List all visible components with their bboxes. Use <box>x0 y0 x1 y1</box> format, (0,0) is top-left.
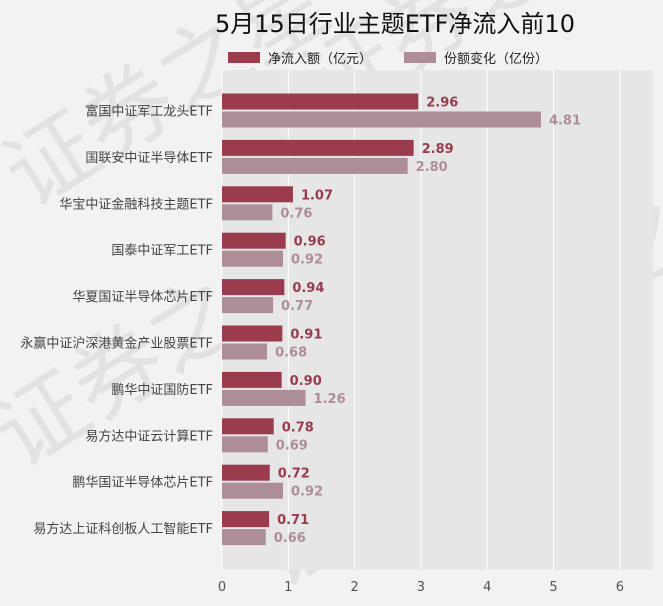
bar-net-inflow <box>222 418 274 435</box>
data-label: 0.94 <box>292 281 324 296</box>
category-label: 易方达上证科创板人工智能ETF <box>33 521 213 537</box>
bar-net-inflow <box>222 511 270 528</box>
legend-label-share-change: 份额变化（亿份） <box>444 51 548 67</box>
x-tick-label: 6 <box>616 580 624 595</box>
category-label: 鹏华中证国防ETF <box>111 382 213 398</box>
data-label: 0.68 <box>275 346 307 361</box>
category-label: 鹏华国证半导体芯片ETF <box>72 476 213 491</box>
data-label: 0.91 <box>290 328 322 343</box>
data-label: 0.78 <box>282 420 314 435</box>
legend-swatch-net-inflow <box>228 52 260 63</box>
chart-title: 5月15日行业主题ETF净流入前10 <box>215 10 575 38</box>
bar-net-inflow <box>222 325 283 342</box>
bar-share-change <box>222 157 408 174</box>
bars <box>222 93 541 546</box>
data-label: 0.72 <box>278 467 310 482</box>
data-label: 0.69 <box>276 438 308 453</box>
data-label: 0.71 <box>277 513 309 528</box>
data-label: 0.77 <box>281 299 313 314</box>
data-label: 0.90 <box>290 374 322 389</box>
x-tick-label: 5 <box>549 580 557 595</box>
data-label: 0.92 <box>291 253 323 268</box>
category-label: 永赢中证沪深港黄金产业股票ETF <box>20 336 213 352</box>
category-label: 易方达中证云计算ETF <box>85 428 213 444</box>
bar-share-change <box>222 436 268 453</box>
bar-net-inflow <box>222 93 419 110</box>
bar-share-change <box>222 111 541 128</box>
data-label: 0.66 <box>274 531 306 546</box>
category-label: 国泰中证军工ETF <box>111 244 213 259</box>
bar-net-inflow <box>222 139 414 156</box>
data-label: 2.89 <box>422 142 454 157</box>
x-tick-label: 2 <box>350 580 358 595</box>
data-label: 0.76 <box>280 206 312 221</box>
labels: 富国中证军工龙头ETF 2.96 4.81 国联安中证半导体ETF 2.89 2.80 华宝… <box>20 96 581 547</box>
data-label: 0.96 <box>294 235 326 250</box>
bar-net-inflow <box>222 464 270 481</box>
bar-net-inflow <box>222 279 285 296</box>
bar-net-inflow <box>222 232 286 249</box>
bar-share-change <box>222 250 284 267</box>
data-label: 1.07 <box>301 188 333 203</box>
bar-share-change <box>222 343 268 360</box>
legend-swatch-share-change <box>404 52 436 63</box>
data-label: 0.92 <box>291 485 323 500</box>
data-label: 2.80 <box>416 160 448 175</box>
bar-share-change <box>222 204 273 221</box>
data-label: 1.26 <box>314 392 346 407</box>
legend: 净流入额（亿元） 份额变化（亿份） <box>228 51 548 67</box>
bar-share-change <box>222 389 306 406</box>
category-label: 华夏国证半导体芯片ETF <box>72 290 213 305</box>
bar-share-change <box>222 529 266 546</box>
bar-share-change <box>222 297 274 314</box>
data-label: 4.81 <box>549 114 581 129</box>
bar-share-change <box>222 482 284 499</box>
x-tick-label: 3 <box>417 580 425 595</box>
category-label: 国联安中证半导体ETF <box>85 151 213 166</box>
category-label: 华宝中证金融科技主题ETF <box>59 196 213 212</box>
x-tick-label: 1 <box>284 580 292 595</box>
legend-label-net-inflow: 净流入额（亿元） <box>268 52 372 67</box>
bar-net-inflow <box>222 186 293 203</box>
x-tick-label: 0 <box>218 580 226 595</box>
category-label: 富国中证军工龙头ETF <box>85 104 213 120</box>
bar-net-inflow <box>222 371 282 388</box>
x-tick-label: 4 <box>483 580 491 595</box>
data-label: 2.96 <box>426 96 458 111</box>
